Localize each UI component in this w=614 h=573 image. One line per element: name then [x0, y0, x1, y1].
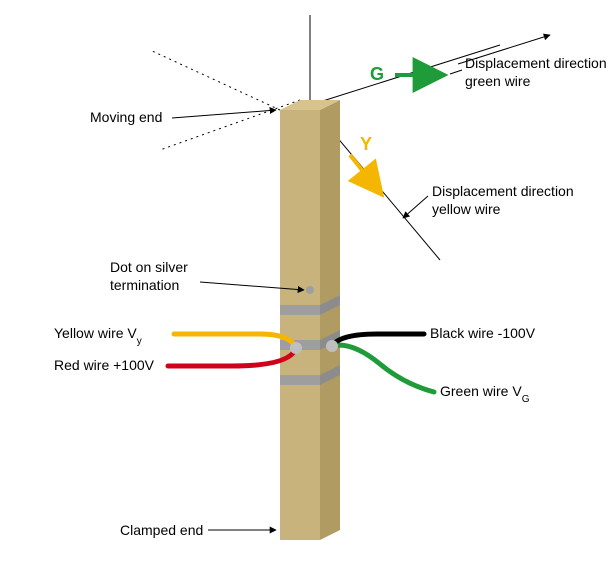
green-wire — [332, 345, 434, 392]
y-arrow-label: Y — [360, 134, 372, 154]
label-moving-end: Moving end — [90, 109, 162, 125]
direction-arrows: GY — [350, 64, 445, 195]
g-arrow-label: G — [370, 64, 384, 84]
label-disp-yellow-1: Displacement direction — [432, 183, 574, 199]
diagram-canvas: GY Moving endDisplacement directiongreen… — [0, 0, 614, 573]
label-clamped-end: Clamped end — [120, 522, 203, 538]
label-disp-yellow-2: yellow wire — [432, 201, 501, 217]
label-green-wire: Green wire VG — [440, 383, 530, 405]
termination-dot — [306, 286, 314, 294]
piezo-bar — [280, 100, 340, 540]
yellow-wire — [174, 334, 296, 348]
label-disp-green-1: Displacement direction — [465, 55, 607, 71]
label-dot-silver-1: Dot on silver — [110, 259, 188, 275]
label-red-wire: Red wire +100V — [54, 357, 155, 373]
label-yellow-wire: Yellow wire Vy — [54, 325, 142, 347]
red-wire — [168, 348, 296, 366]
label-dot-silver-2: termination — [110, 277, 179, 293]
label-disp-green-2: green wire — [465, 73, 531, 89]
label-black-wire: Black wire -100V — [430, 325, 536, 341]
